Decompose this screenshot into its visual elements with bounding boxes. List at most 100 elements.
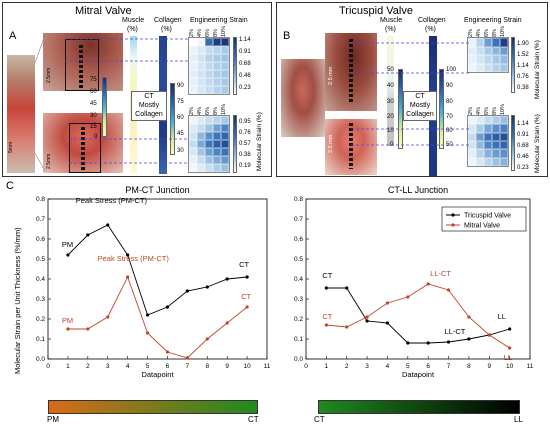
panel-a-muscle-tick: 15 [90,124,97,130]
x-tick-label: 11 [527,363,534,370]
gradient-left-end: CT [248,415,259,424]
y-tick-label: 0.8 [294,196,303,203]
x-tick-label: 6 [426,363,430,370]
panel-a-valve-photo [7,55,35,173]
panel-b-top-photo [325,33,377,111]
panel-a-bottom-cb-tick: 0.76 [239,130,251,136]
data-point-mitral [345,325,349,329]
annotation-label: Peak Stress (PM-CT) [76,196,148,205]
panel-a-muscle-unit: (%) [127,26,138,33]
data-point-mitral [385,301,390,305]
data-point-mitral [446,288,451,292]
x-tick-label: 10 [243,363,251,370]
panel-a: A Mitral Valve Muscle (%) Collagen (%) E… [2,2,272,177]
x-tick-label: 8 [467,363,471,370]
panel-b-valve-photo [281,59,325,137]
panel-b-bottom-heatmap [467,115,509,167]
panel-b-bottom-cb-tick: 1.14 [517,121,529,127]
data-point-mitral [66,327,70,331]
panel-a-top-heatmap [188,37,230,95]
series-line-tricuspid [67,224,248,316]
panel-a-top-cb-tick: 1.14 [239,37,251,43]
legend-box [441,206,527,232]
x-tick-label: 7 [447,363,451,370]
plot-frame [47,198,268,360]
data-point-mitral [205,337,209,341]
panel-b-bottom-dots [349,123,353,169]
data-point-mitral [86,327,90,331]
y-tick-label: 0.3 [294,296,303,303]
gradient-left-start: PM [47,415,59,424]
x-tick-label: 2 [345,363,349,370]
y-tick-label: 0.3 [36,296,45,303]
annotation-label: PM [62,316,73,325]
panel-b-ct-line2: Mostly [409,102,431,109]
panel-c-letter: C [6,180,14,192]
panel-a-ct-line1: CT [144,93,154,100]
data-point-mitral [324,323,328,327]
panel-b-collagen-tick: 90 [446,83,453,89]
panel-b-muscle-tick: 20 [387,114,394,120]
panel-b-top-dots [349,39,353,103]
series-line-mitral [67,275,248,359]
panel-b-muscle-unit: (%) [385,26,396,33]
legend-label: Tricuspid Valve [464,212,511,219]
panel-a-collagen-tick: 90 [177,83,184,89]
data-point-tricuspid [324,286,328,290]
data-point-mitral [106,315,110,319]
x-axis-label: Datapoint [141,370,174,379]
y-tick-label: 0.7 [36,216,45,223]
data-point-tricuspid [245,275,249,279]
data-point-mitral [467,315,471,319]
panel-b-muscle-tick: 30 [387,99,394,105]
panel-a-muscle-tick: 75 [90,77,97,83]
chart-title: PM-CT Junction [125,185,189,195]
panel-b-muscle-tick: 40 [387,83,394,89]
data-point-mitral [165,350,170,354]
x-tick-label: 9 [225,363,229,370]
data-point-tricuspid [205,285,209,289]
series-line-tricuspid [326,287,510,344]
y-tick-label: 0.2 [36,316,45,323]
panel-a-top-cb-tick: 0.68 [239,61,251,67]
panel-a-bottom-cb-tick: 0.38 [239,152,251,158]
legend-marker [451,223,455,227]
x-tick-label: 2 [86,363,90,370]
panel-a-bottom-cb-tick: 0.57 [239,141,251,147]
panel-b-ct-line3: Collagen [406,111,434,118]
data-point-tricuspid [467,337,471,341]
chart-ct-ll: CT-LL Junction 0 1 2 3 4 5 6 7 8 9 10 11 0.0 0.1 0.2 0.3… [294,185,534,379]
data-point-tricuspid [185,289,189,293]
panel-b-muscle-label: Muscle [380,17,403,24]
annotation-label: Peak Stress (PM-CT) [98,254,170,263]
panel-b-bottom-colorbar [511,115,515,171]
panel-b-collagen-tick: 70 [446,114,453,120]
data-point-tricuspid [66,253,70,257]
panel-b-bottom-cb-tick: 0.68 [517,143,529,149]
panel-b-collagen-tick: 80 [446,99,453,105]
data-point-tricuspid [406,341,410,345]
panel-a-muscle-label: Muscle [122,17,145,24]
panel-b-eng-title: Engineering Strain [464,17,522,24]
gradient-bar-pm-ct [48,400,258,414]
panel-a-top-colorbar [233,37,237,95]
data-point-mitral [185,356,189,360]
panel-b-top-heatmap [467,37,509,73]
panel-b-title: Tricuspid Valve [339,5,413,17]
chart-title: CT-LL Junction [388,185,448,195]
panel-b-muscle-tick: 10 [387,128,394,134]
panel-a-top-dots [79,45,83,89]
panel-b-bottom-photo [325,119,377,175]
panel-b-ct-line1: CT [415,93,425,100]
y-tick-label: 0.5 [36,256,45,263]
panel-a-collagen-tick: 45 [177,131,184,137]
data-point-tricuspid [165,305,170,309]
annotation-label: LL-CT [430,269,451,278]
data-point-tricuspid [365,319,369,323]
data-point-mitral [487,333,491,337]
panel-b-top-cb-tick: 0.38 [517,85,529,91]
data-point-tricuspid [446,340,451,344]
annotation-label: PM [62,240,73,249]
x-tick-label: 10 [506,363,514,370]
data-point-mitral [225,321,229,325]
